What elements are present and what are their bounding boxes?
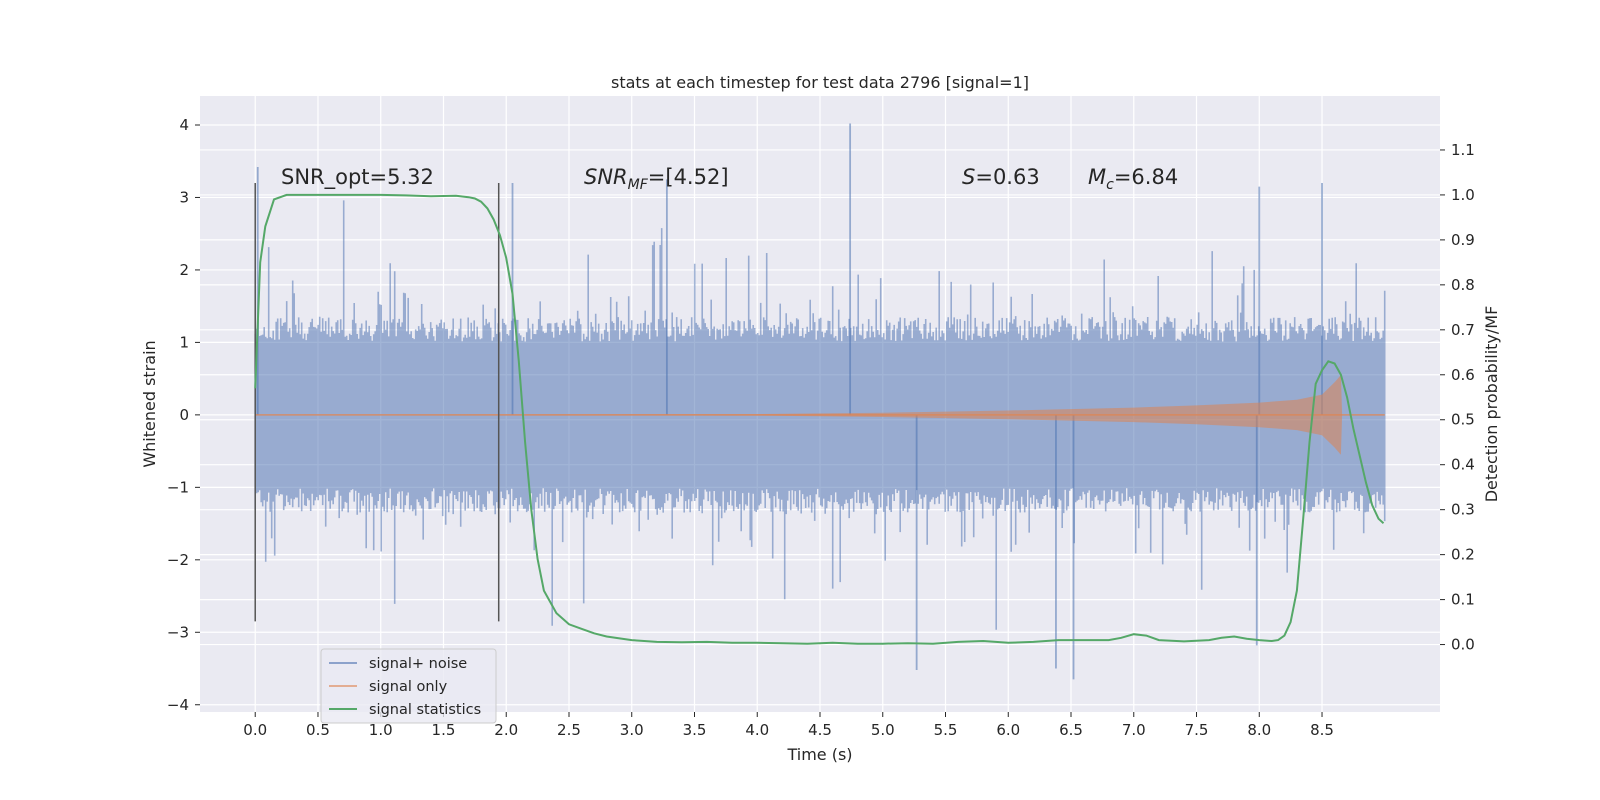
x-tick-label: 5.0 bbox=[871, 721, 895, 739]
legend-label-signal-statistics: signal statistics bbox=[369, 702, 481, 718]
y-tick-label: 0 bbox=[179, 406, 189, 424]
x-tick-label: 3.5 bbox=[683, 721, 707, 739]
y2-tick-label: 0.4 bbox=[1451, 456, 1475, 474]
ticks-layer: 0.0 0.5 1.0 1.5 2.0 2.5 3.0 3.5 4.0 4.5 5.0 5.5 6.0 6… bbox=[167, 116, 1475, 739]
annotation-mc: Mc=6.84 bbox=[1088, 165, 1178, 193]
x-tick-label: 2.5 bbox=[557, 721, 581, 739]
y2-tick-label: 0.3 bbox=[1451, 501, 1475, 519]
x-tick-label: 1.5 bbox=[432, 721, 456, 739]
y-tick-label: 1 bbox=[179, 333, 189, 351]
annotation-mc-value: =6.84 bbox=[1114, 165, 1178, 189]
y2-tick-label: 0.1 bbox=[1451, 591, 1475, 609]
x-tick-label: 7.5 bbox=[1185, 721, 1209, 739]
annotation-snr-opt: SNR_opt=5.32 bbox=[281, 165, 434, 190]
signal-statistics-series bbox=[254, 193, 1385, 645]
x-tick-label: 7.0 bbox=[1122, 721, 1146, 739]
x-tick-label: 8.0 bbox=[1247, 721, 1271, 739]
signal-statistics-line bbox=[254, 193, 1385, 645]
x-tick-label: 0.5 bbox=[306, 721, 330, 739]
x-tick-label: 6.5 bbox=[1059, 721, 1083, 739]
x-tick-label: 8.5 bbox=[1310, 721, 1334, 739]
x-tick-label: 5.5 bbox=[934, 721, 958, 739]
annotation-mc-main: M bbox=[1088, 165, 1106, 189]
y2-tick-label: 0.7 bbox=[1451, 321, 1475, 339]
y2-tick-label: 0.9 bbox=[1451, 231, 1475, 249]
y-axis-label: Whitened strain bbox=[140, 340, 159, 467]
legend-frame bbox=[320, 648, 497, 724]
x-tick-label: 6.0 bbox=[996, 721, 1020, 739]
y-tick-label: −1 bbox=[167, 478, 189, 496]
y-tick-label: 3 bbox=[179, 188, 189, 206]
y-tick-label: −2 bbox=[167, 551, 189, 569]
chart-title: stats at each timestep for test data 279… bbox=[611, 73, 1029, 92]
y-tick-label: −3 bbox=[167, 623, 189, 641]
annotations: SNR_opt=5.32 SNRMF=[4.52] S=0.63 Mc=6.84 bbox=[281, 165, 1178, 193]
y-tick-label: −4 bbox=[167, 696, 189, 714]
legend-label-signal-noise: signal+ noise bbox=[369, 656, 467, 672]
y2-tick-label: 0.6 bbox=[1451, 366, 1475, 384]
x-tick-label: 3.0 bbox=[620, 721, 644, 739]
legend-label-signal-only: signal only bbox=[369, 679, 448, 695]
signal-only-series bbox=[255, 375, 1385, 455]
y-tick-label: 2 bbox=[179, 261, 189, 279]
x-tick-label: 4.5 bbox=[808, 721, 832, 739]
y2-tick-label: 0.8 bbox=[1451, 276, 1475, 294]
y2-axis-label: Detection probability/MF bbox=[1482, 306, 1501, 503]
annotation-s: S=0.63 bbox=[962, 165, 1040, 189]
x-tick-label: 1.0 bbox=[369, 721, 393, 739]
annotation-snr-mf-sub: MF bbox=[628, 177, 649, 193]
y2-tick-label: 0.2 bbox=[1451, 546, 1475, 564]
x-tick-label: 2.0 bbox=[494, 721, 518, 739]
annotation-s-value: =0.63 bbox=[975, 165, 1039, 189]
y2-tick-label: 0.0 bbox=[1451, 636, 1475, 654]
annotation-snr-mf-value: =[4.52] bbox=[648, 165, 729, 189]
marker-lines bbox=[254, 182, 500, 622]
x-tick-label: 0.0 bbox=[243, 721, 267, 739]
y2-tick-label: 1.0 bbox=[1451, 186, 1475, 204]
annotation-s-main: S bbox=[962, 165, 975, 189]
annotation-mc-sub: c bbox=[1106, 177, 1114, 193]
annotation-snr-mf-main: SNR bbox=[584, 165, 628, 189]
x-axis-label: Time (s) bbox=[786, 745, 852, 764]
y2-tick-label: 0.5 bbox=[1451, 411, 1475, 429]
x-tick-label: 4.0 bbox=[745, 721, 769, 739]
y2-tick-label: 1.1 bbox=[1451, 141, 1475, 159]
y-tick-label: 4 bbox=[179, 116, 189, 134]
legend: signal+ noise signal only signal statist… bbox=[320, 648, 497, 724]
annotation-snr-mf: SNRMF=[4.52] bbox=[584, 165, 729, 193]
